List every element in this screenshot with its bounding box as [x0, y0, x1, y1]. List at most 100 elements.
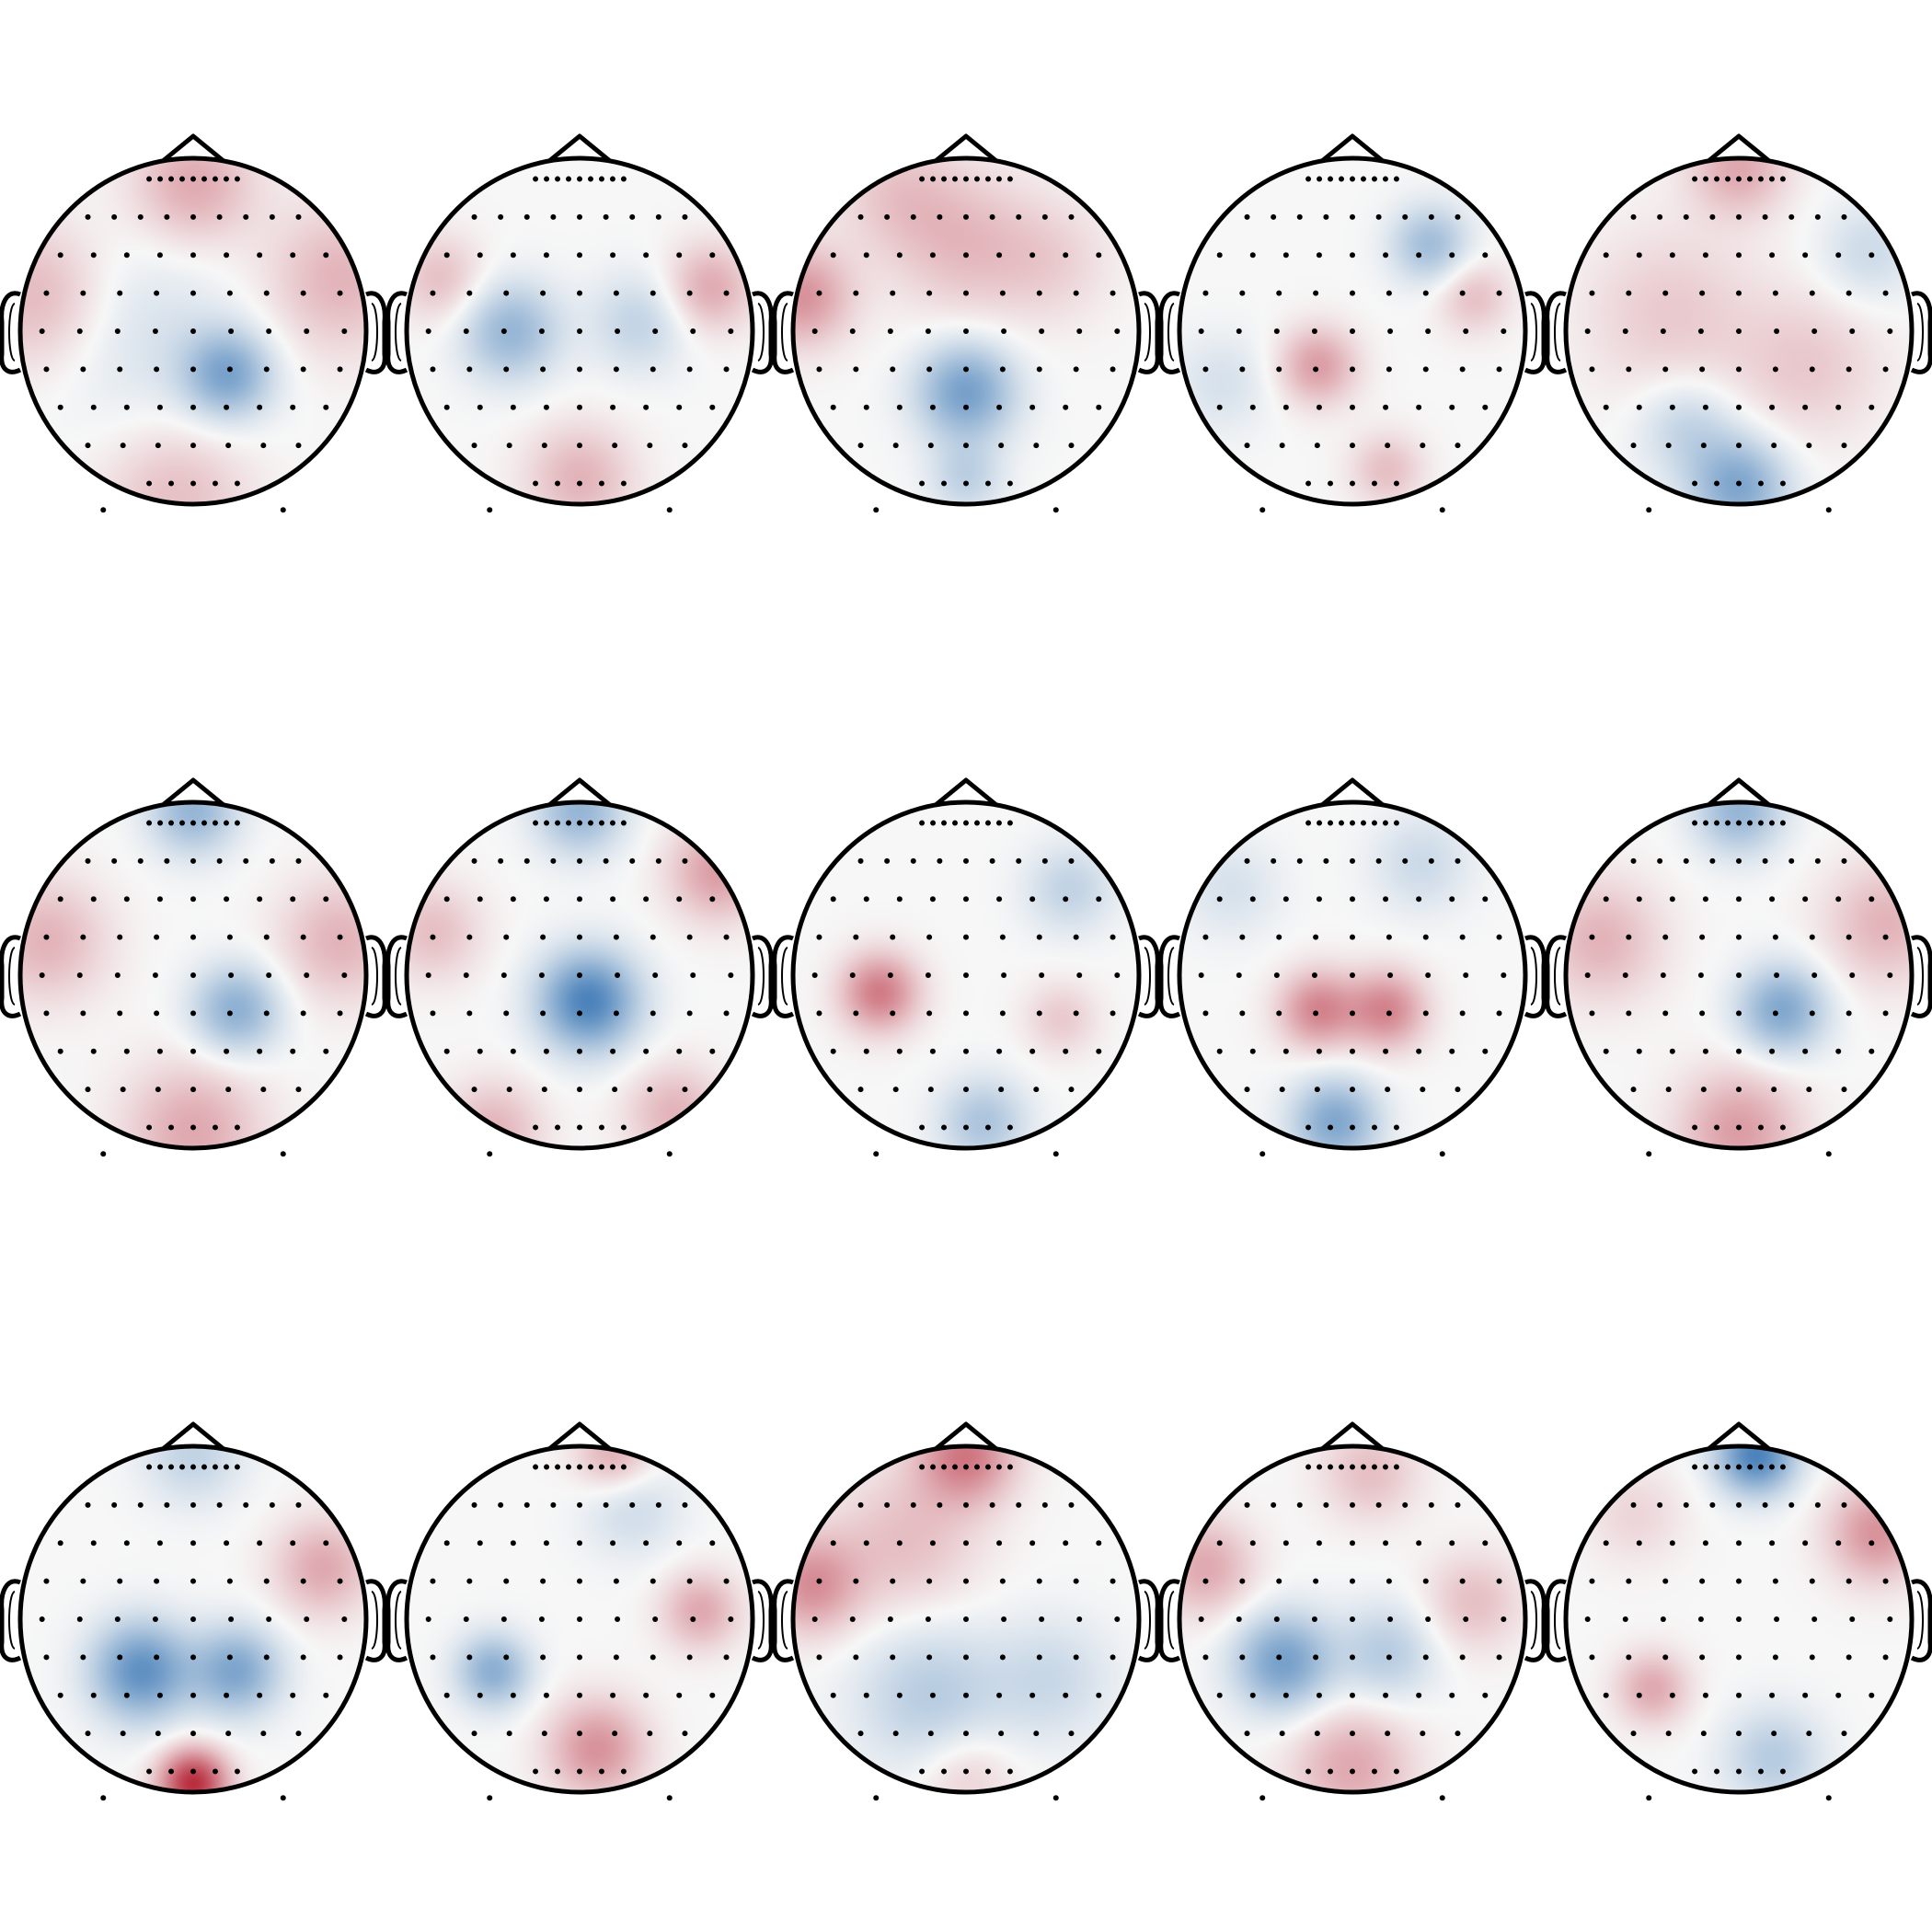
sensor-dot: [1236, 328, 1242, 334]
sensor-dot: [1714, 1768, 1720, 1775]
sensor-dot: [190, 896, 196, 903]
sensor-dot: [80, 366, 86, 373]
sensor-dot: [1350, 480, 1355, 487]
sensor-dot: [1809, 934, 1815, 940]
topomap-r3-c3: [772, 1421, 1160, 1801]
sensor-dot: [257, 1692, 263, 1698]
sensor-dot: [1006, 1464, 1013, 1470]
sensor-dot: [477, 896, 483, 903]
sensor-dot: [1371, 1464, 1377, 1470]
sensor-dot: [1313, 290, 1319, 296]
sensor-dot: [1001, 972, 1007, 978]
sensor-dot: [1887, 972, 1893, 978]
sensor-dot: [1835, 1540, 1842, 1547]
sensor-dot: [1386, 1578, 1392, 1584]
sensor-dot: [1630, 443, 1637, 449]
sensor-dot: [1350, 366, 1355, 373]
sensor-dot: [941, 1768, 948, 1775]
sensor-dot: [1630, 857, 1637, 864]
sensor-dot: [973, 1464, 980, 1470]
sensor-dot: [164, 1501, 170, 1508]
sensor-dot: [500, 972, 507, 978]
topomap-r2-c3: [772, 777, 1160, 1157]
sensor-dot: [849, 1616, 856, 1622]
sensor-dot: [984, 1464, 991, 1470]
sensor-dot: [676, 404, 683, 410]
sensor-dot: [190, 404, 196, 410]
sensor-dot: [80, 290, 86, 296]
sensor-dot: [937, 213, 943, 220]
sensor-dot: [925, 972, 931, 978]
topomap-r1-c4: [1158, 133, 1547, 513]
sensor-dot: [613, 1654, 619, 1661]
sensor-dot: [1350, 1578, 1355, 1584]
sensor-dot: [973, 176, 980, 182]
sensor-dot: [550, 857, 557, 864]
sensor-dot: [612, 1731, 618, 1737]
sensor-dot: [919, 1768, 926, 1775]
sensor-dot: [1036, 934, 1042, 940]
sensor-dot: [686, 1010, 693, 1017]
sensor-dot: [1757, 820, 1764, 826]
sensor-dot: [816, 1010, 822, 1017]
sensor-dot: [266, 1616, 272, 1622]
sensor-dot: [1772, 366, 1778, 373]
sensor-dot: [1746, 820, 1753, 826]
left-ear-outline: [0, 291, 22, 374]
sensor-dot: [613, 1578, 619, 1584]
sensor-dot: [1371, 1768, 1377, 1775]
sensor-dot: [1249, 252, 1256, 259]
sensor-dot: [609, 1464, 615, 1470]
sensor-dot: [466, 1654, 473, 1661]
sensor-dot: [157, 176, 164, 182]
sensor-dot: [873, 1795, 880, 1801]
ear-inner-line: [1167, 1591, 1175, 1650]
sensor-dot: [1016, 213, 1022, 220]
sensor-dot: [154, 934, 160, 940]
sensor-dot: [216, 213, 223, 220]
sensor-dot: [1757, 480, 1764, 487]
sensor-dot: [1657, 857, 1663, 864]
sensor-dot: [723, 1578, 730, 1584]
sensor-dot: [629, 1501, 636, 1508]
sensor-dot: [1699, 366, 1706, 373]
sensor-dot: [228, 972, 235, 978]
sensor-dot: [190, 972, 196, 978]
sensor-dot: [1841, 443, 1847, 449]
left-ear-outline: [385, 935, 408, 1018]
sensor-dot: [1459, 1010, 1466, 1017]
sensor-dot: [471, 857, 477, 864]
sensor-dot: [650, 290, 656, 296]
sensor-dot: [1774, 1616, 1780, 1622]
sensor-dot: [1702, 1540, 1708, 1547]
sensor-dot: [896, 1048, 903, 1054]
sensor-dot: [1271, 1501, 1277, 1508]
nose-outline: [161, 1421, 225, 1451]
sensor-dot: [643, 1692, 650, 1698]
sensor-dot: [212, 820, 218, 826]
sensor-dot: [137, 857, 144, 864]
sensor-dot: [1736, 480, 1742, 487]
right-ear-outline: [1910, 935, 1932, 1018]
sensor-dot: [926, 290, 933, 296]
sensor-dot: [650, 1010, 656, 1017]
sensor-dot: [1063, 1540, 1069, 1547]
sensor-dot: [257, 1540, 263, 1547]
sensor-dot: [1305, 1768, 1312, 1775]
sensor-dot: [995, 1464, 1002, 1470]
sensor-dot: [1584, 972, 1591, 978]
sensor-dot: [926, 366, 933, 373]
sensor-dot: [963, 176, 969, 182]
sensor-dot: [226, 934, 233, 940]
sensor-dot: [1589, 366, 1595, 373]
sensor-dot: [1825, 1151, 1832, 1157]
sensor-dot: [503, 366, 510, 373]
sensor-dot: [892, 443, 899, 449]
sensor-dot: [849, 972, 856, 978]
sensor-dot: [443, 1540, 450, 1547]
sensor-dot: [926, 934, 933, 940]
sensor-dot: [226, 1654, 233, 1661]
sensor-dot: [263, 290, 270, 296]
sensor-dot: [190, 1768, 196, 1775]
ear-inner-line: [8, 303, 16, 362]
